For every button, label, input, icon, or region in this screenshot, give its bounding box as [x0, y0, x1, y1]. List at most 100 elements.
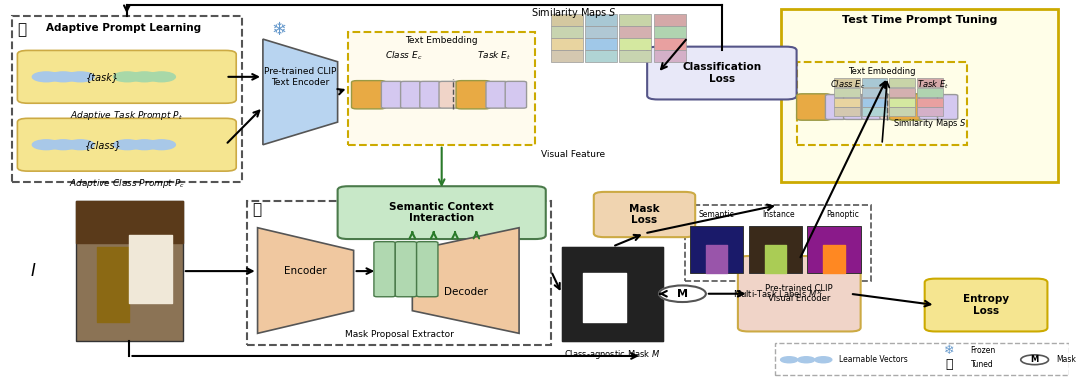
Text: $Class\ E_c$: $Class\ E_c$ [386, 50, 423, 62]
Circle shape [659, 285, 706, 302]
FancyBboxPatch shape [420, 81, 441, 108]
FancyBboxPatch shape [880, 95, 900, 119]
FancyBboxPatch shape [834, 88, 860, 97]
Polygon shape [413, 228, 519, 333]
FancyBboxPatch shape [890, 94, 923, 120]
Text: Instance: Instance [762, 210, 795, 219]
FancyBboxPatch shape [401, 81, 422, 108]
Text: $Task\ E_t$: $Task\ E_t$ [917, 78, 949, 90]
FancyBboxPatch shape [647, 47, 797, 100]
FancyBboxPatch shape [917, 108, 943, 116]
Circle shape [1021, 355, 1049, 365]
FancyBboxPatch shape [381, 81, 403, 108]
Circle shape [50, 72, 77, 82]
FancyBboxPatch shape [919, 95, 940, 119]
FancyBboxPatch shape [862, 78, 888, 87]
FancyBboxPatch shape [551, 38, 583, 50]
FancyBboxPatch shape [653, 51, 686, 62]
Text: ❄: ❄ [271, 21, 286, 39]
FancyBboxPatch shape [862, 95, 882, 119]
FancyBboxPatch shape [374, 242, 395, 297]
FancyBboxPatch shape [917, 78, 943, 87]
FancyBboxPatch shape [585, 26, 618, 38]
FancyBboxPatch shape [890, 88, 915, 97]
Text: $I$: $I$ [30, 262, 37, 280]
Text: Decoder: Decoder [444, 287, 488, 297]
FancyBboxPatch shape [807, 226, 861, 273]
FancyBboxPatch shape [890, 78, 915, 87]
FancyBboxPatch shape [843, 95, 864, 119]
FancyBboxPatch shape [505, 81, 527, 108]
Text: {class}: {class} [84, 140, 121, 150]
Text: $Task\ E_t$: $Task\ E_t$ [477, 50, 511, 62]
Polygon shape [262, 39, 338, 145]
Circle shape [148, 140, 175, 150]
Text: Classification
Loss: Classification Loss [683, 62, 761, 84]
FancyBboxPatch shape [585, 38, 618, 50]
Text: 🔥: 🔥 [945, 358, 953, 371]
FancyBboxPatch shape [338, 186, 545, 239]
FancyBboxPatch shape [924, 279, 1048, 331]
Text: {task}: {task} [86, 72, 120, 82]
Text: Visual Feature: Visual Feature [541, 150, 606, 159]
Text: Test Time Prompt Tuning: Test Time Prompt Tuning [841, 15, 997, 25]
FancyBboxPatch shape [862, 108, 888, 116]
Bar [12, 16, 242, 182]
FancyBboxPatch shape [17, 51, 237, 103]
Text: Panoptic: Panoptic [826, 210, 859, 219]
Circle shape [67, 72, 94, 82]
Circle shape [32, 72, 60, 82]
FancyBboxPatch shape [551, 14, 583, 25]
Text: 🔥: 🔥 [17, 22, 27, 37]
Text: Semantic Context
Interaction: Semantic Context Interaction [390, 202, 494, 223]
FancyBboxPatch shape [585, 14, 618, 25]
FancyBboxPatch shape [17, 118, 237, 171]
FancyBboxPatch shape [395, 242, 417, 297]
Text: M: M [1030, 355, 1039, 364]
FancyBboxPatch shape [653, 26, 686, 38]
FancyBboxPatch shape [594, 192, 696, 237]
FancyBboxPatch shape [620, 51, 651, 62]
FancyBboxPatch shape [862, 98, 888, 107]
Circle shape [814, 357, 832, 363]
Bar [348, 32, 535, 145]
Bar [775, 343, 1069, 375]
Text: Adaptive Task Prompt $P_t$: Adaptive Task Prompt $P_t$ [70, 109, 184, 122]
Circle shape [131, 72, 159, 82]
FancyBboxPatch shape [417, 242, 438, 297]
FancyBboxPatch shape [834, 98, 860, 107]
FancyBboxPatch shape [620, 14, 651, 25]
Text: Learnable Vectors: Learnable Vectors [839, 355, 908, 364]
Text: Semantic: Semantic [699, 210, 734, 219]
FancyBboxPatch shape [551, 51, 583, 62]
FancyBboxPatch shape [890, 108, 915, 116]
Text: Multi-Task Labels $M^{\mathcal{R}}$: Multi-Task Labels $M^{\mathcal{R}}$ [733, 288, 823, 300]
Text: Text Embedding: Text Embedding [405, 36, 478, 46]
Circle shape [148, 72, 175, 82]
Text: M: M [677, 289, 688, 299]
Text: Entropy
Loss: Entropy Loss [963, 294, 1009, 316]
FancyBboxPatch shape [620, 38, 651, 50]
FancyBboxPatch shape [890, 98, 915, 107]
FancyBboxPatch shape [917, 88, 943, 97]
Circle shape [67, 140, 94, 150]
Circle shape [32, 140, 60, 150]
Bar [797, 62, 968, 145]
FancyBboxPatch shape [653, 14, 686, 25]
FancyBboxPatch shape [620, 26, 651, 38]
FancyBboxPatch shape [937, 95, 958, 119]
Circle shape [798, 357, 814, 363]
Text: Mask Proposal Extractor: Mask Proposal Extractor [345, 330, 454, 339]
Text: Encoder: Encoder [284, 266, 327, 276]
Text: ❄: ❄ [944, 344, 955, 357]
Text: Pre-trained CLIP
Text Encoder: Pre-trained CLIP Text Encoder [265, 67, 337, 87]
Circle shape [113, 72, 141, 82]
Text: Adaptive Prompt Learning: Adaptive Prompt Learning [46, 23, 201, 33]
Bar [781, 9, 1058, 182]
Text: $Class\ E_c$: $Class\ E_c$ [831, 78, 865, 90]
FancyBboxPatch shape [862, 88, 888, 97]
Circle shape [50, 140, 77, 150]
FancyBboxPatch shape [797, 94, 831, 120]
Text: Tuned: Tuned [971, 360, 994, 369]
Polygon shape [257, 228, 353, 333]
